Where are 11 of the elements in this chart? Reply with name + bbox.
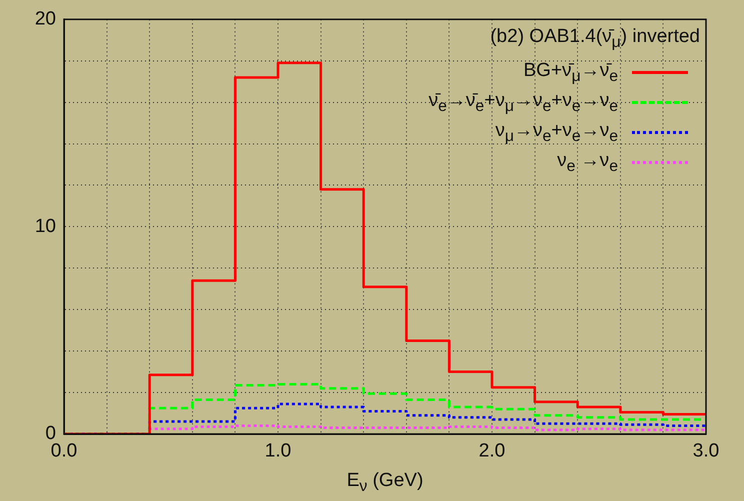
y-tick-label: 10 <box>34 216 56 237</box>
x-tick-label: 3.0 <box>692 440 720 462</box>
x-tick-label: 1.0 <box>264 440 292 462</box>
legend-label: ν$_{μ}$→ν$_{e}$+ν$_{e}$→ν$_{e}$ <box>495 120 618 146</box>
legend-label: BG+ν̄$_{μ}$→ν̄$_{e}$ <box>524 60 618 86</box>
x-axis-title: E$_{ν}$ (GeV) <box>346 470 424 496</box>
text: ν̄$_{e}$→ν̄$_{e}$+ν$_{μ}$→ν$_{e}$+ν$_{e}$→ν$_{e}$ <box>428 90 618 115</box>
x-tick-label: 2.0 <box>478 440 506 462</box>
legend-title: (b2) OAB1.4(ν̄$_{μ}$) inverted <box>490 26 700 52</box>
y-tick-label: 20 <box>34 8 56 30</box>
legend-label: ν$_{e}$ →ν$_{e}$ <box>557 150 618 176</box>
